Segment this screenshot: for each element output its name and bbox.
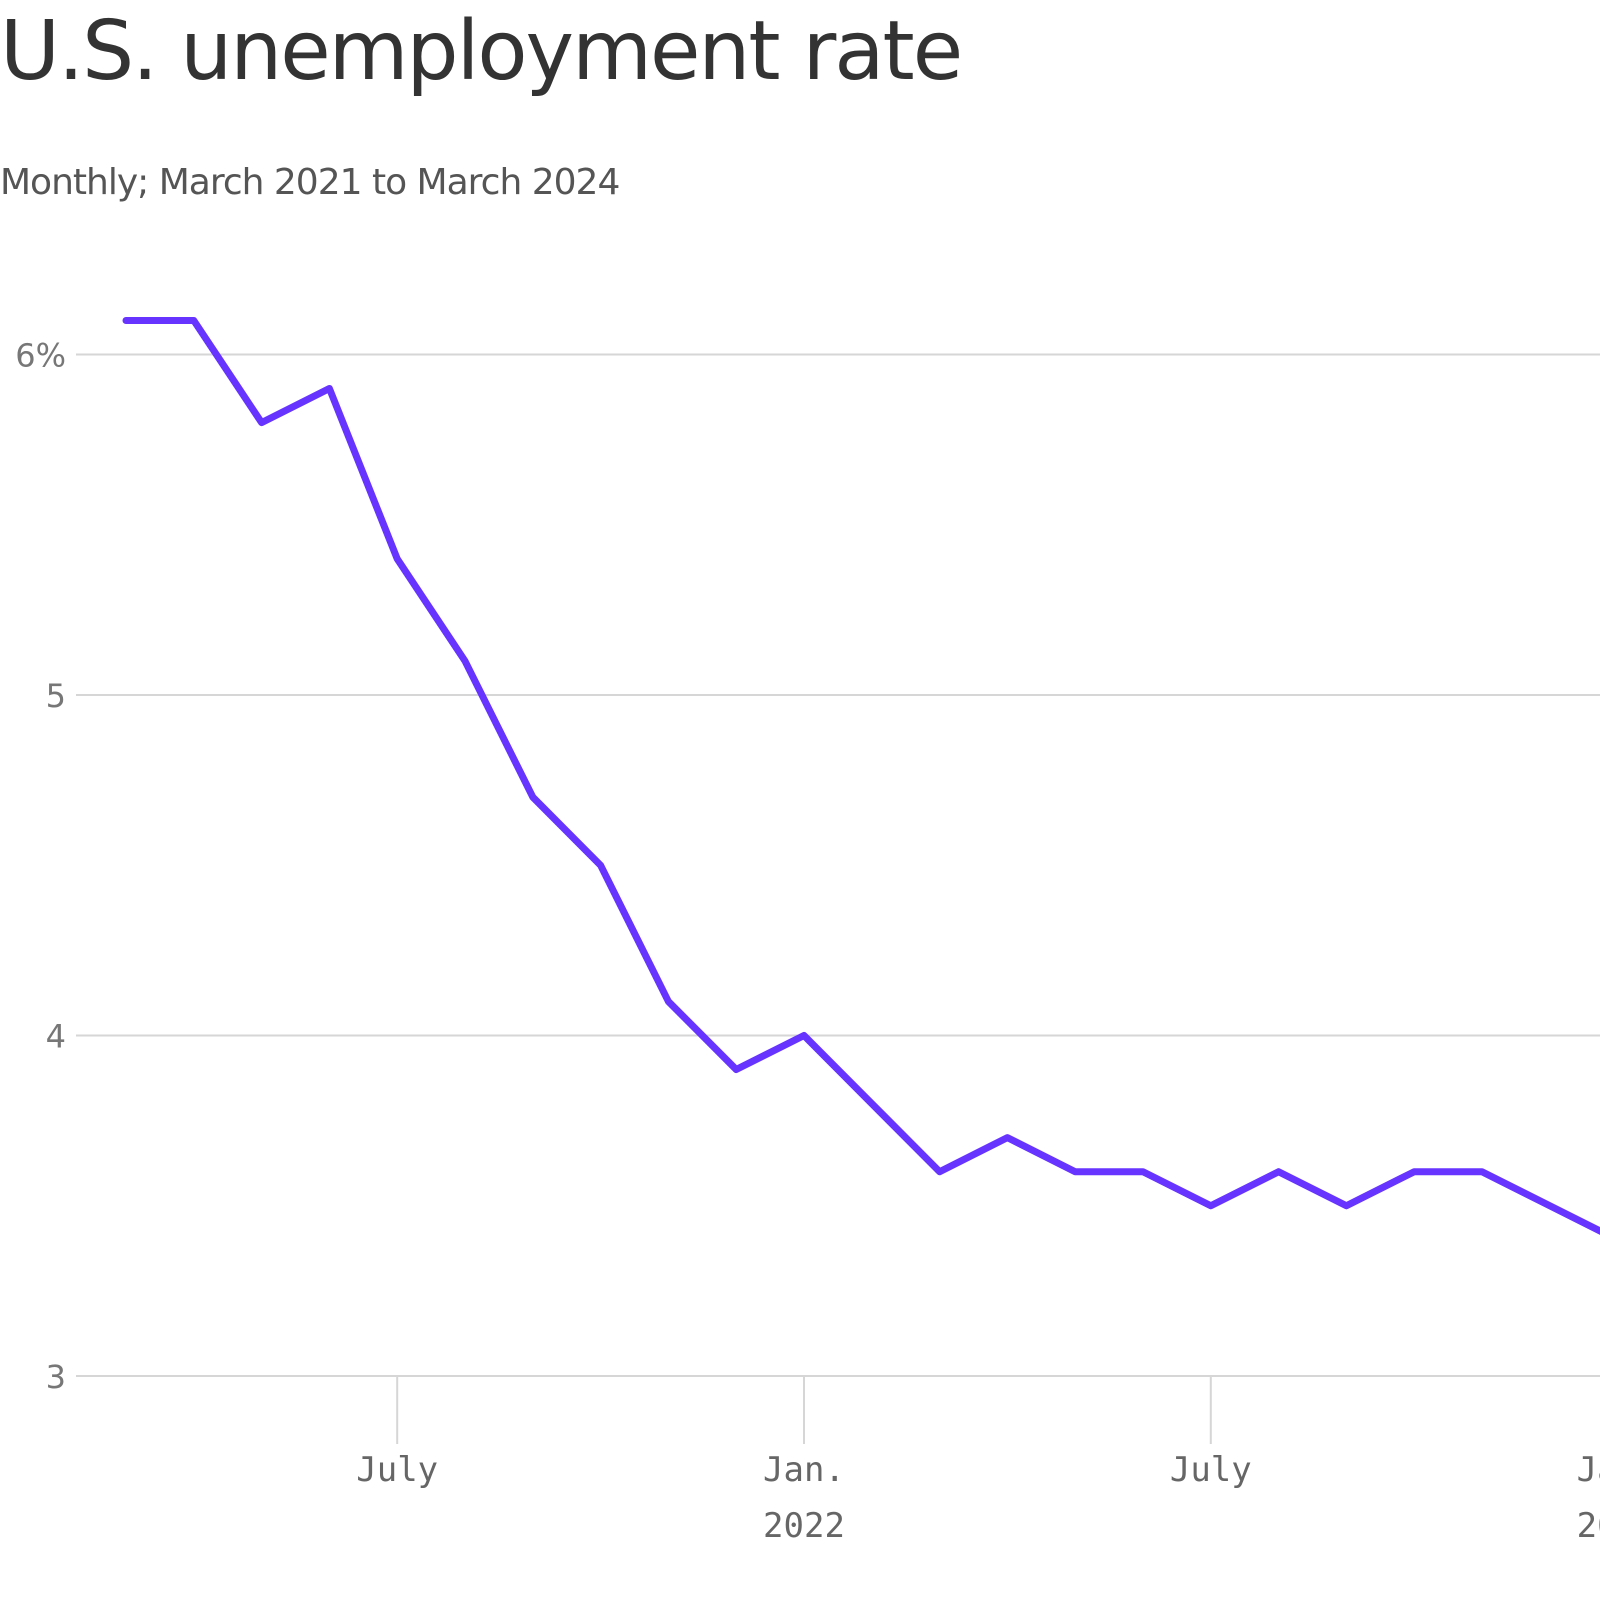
x-axis: July Jan. 2022 July Jan. 2023 [356,1376,1600,1546]
y-tick-label: 5 [46,677,66,715]
grid-lines [76,353,1600,1377]
y-axis: 6% 5 4 3 [15,337,66,1397]
chart-subtitle: Monthly; March 2021 to March 2024 [0,162,620,203]
unemployment-rate-line [122,317,1600,1235]
x-tick-label: July [1170,1450,1252,1490]
x-tick-year-label: 2022 [763,1506,845,1546]
x-tick-year-label: 2023 [1577,1506,1600,1546]
y-tick-label: 3 [46,1358,66,1396]
x-tick-label: July [356,1450,438,1490]
y-tick-label: 6% [15,337,66,375]
chart-title: U.S. unemployment rate [0,4,963,99]
y-tick-label: 4 [46,1018,66,1056]
x-tick-label: Jan. [1577,1450,1600,1490]
x-tick-label: Jan. [763,1450,845,1490]
series-layer [122,317,1600,1235]
